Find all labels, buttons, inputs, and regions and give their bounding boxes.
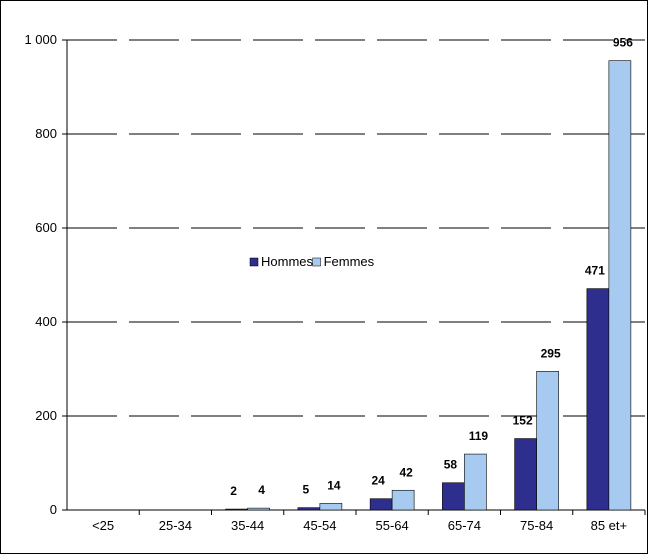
x-tick-label: 65-74 (448, 518, 481, 533)
data-label: 24 (371, 474, 385, 488)
y-tick-label: 800 (35, 126, 57, 141)
legend-swatch-hommes (249, 257, 259, 267)
x-tick-label: <25 (92, 518, 114, 533)
legend-swatch-femmes (312, 257, 321, 267)
x-tick-label: 75-84 (520, 518, 553, 533)
bar-hommes (225, 508, 248, 511)
x-tick-label: 25-34 (159, 518, 192, 533)
bar-hommes (514, 438, 537, 511)
bar-femmes (319, 503, 343, 511)
y-tick-label: 200 (35, 408, 57, 423)
data-label: 4 (258, 483, 265, 497)
data-label: 14 (327, 478, 341, 492)
x-tick-label: 45-54 (303, 518, 336, 533)
bar-hommes (442, 482, 465, 511)
x-tick-label: 55-64 (376, 518, 409, 533)
data-label: 58 (444, 458, 458, 472)
bar-femmes (608, 60, 632, 511)
data-label: 42 (399, 465, 413, 479)
y-tick-label: 0 (50, 502, 57, 517)
x-tick-label: 85 et+ (591, 518, 628, 533)
bar-femmes (536, 371, 559, 511)
bar-femmes (391, 489, 415, 511)
data-label: 152 (513, 414, 533, 428)
data-label: 5 (303, 483, 310, 497)
bar-femmes (247, 507, 270, 511)
y-tick-label: 1 000 (24, 32, 57, 47)
data-label: 2 (230, 484, 237, 498)
y-tick-label: 400 (35, 314, 57, 329)
legend-label-hommes: Hommes (261, 254, 314, 269)
data-label: 295 (541, 346, 561, 360)
data-label: 471 (585, 264, 605, 278)
data-label: 956 (613, 36, 633, 50)
bar-hommes (369, 498, 393, 511)
legend-label-femmes: Femmes (324, 254, 375, 269)
y-tick-label: 600 (35, 220, 57, 235)
bar-hommes (586, 288, 610, 511)
bar-hommes (297, 507, 321, 511)
data-label: 119 (469, 429, 489, 443)
bar-femmes (464, 453, 487, 511)
x-tick-label: 35-44 (231, 518, 264, 533)
